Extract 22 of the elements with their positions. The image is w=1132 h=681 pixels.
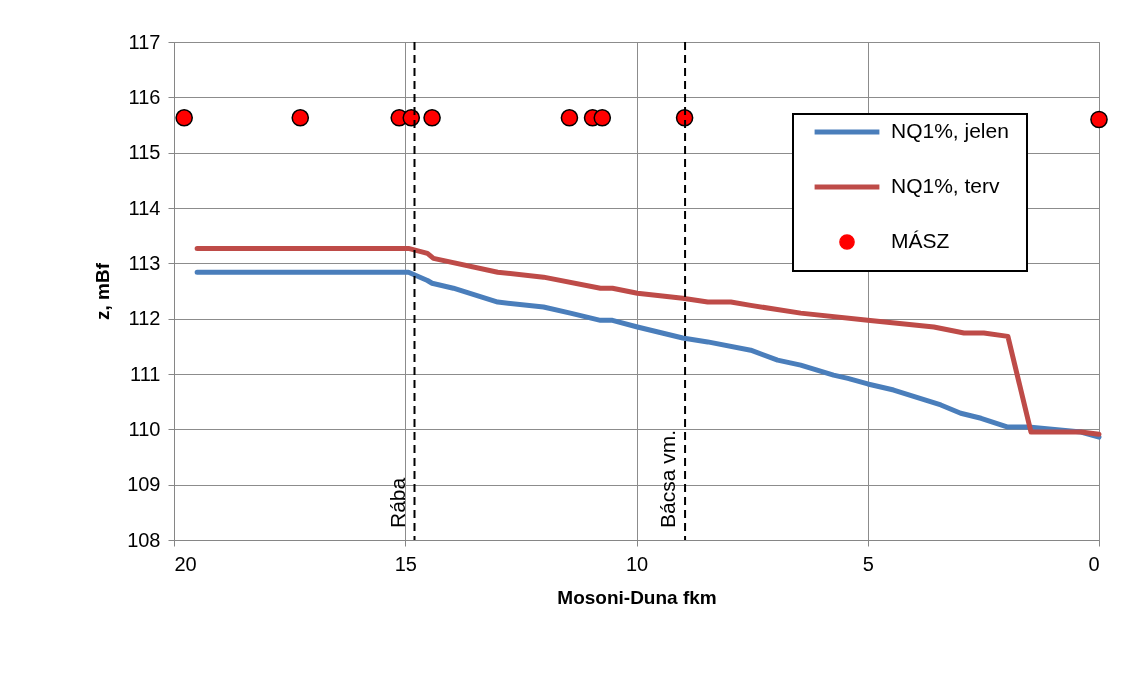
y-axis-title: z, mBf <box>92 262 114 320</box>
ref-line-label: Bácsa vm. <box>656 429 680 528</box>
y-tick-label: 111 <box>130 362 161 385</box>
legend-label: NQ1%, terv <box>891 174 1001 197</box>
y-tick-label: 116 <box>128 85 161 108</box>
y-tick-label: 113 <box>128 251 161 274</box>
legend-label: MÁSZ <box>891 229 950 252</box>
x-tick-label: 5 <box>862 552 874 575</box>
x-tick-label: 0 <box>1088 552 1100 575</box>
x-tick-label: 10 <box>625 552 649 575</box>
legend-label: NQ1%, jelen <box>891 119 1009 142</box>
y-tick-label: 112 <box>128 307 161 330</box>
x-axis-title: Mosoni-Duna fkm <box>557 586 717 608</box>
y-tick-label: 115 <box>128 141 161 164</box>
y-tick-label: 114 <box>128 196 161 219</box>
y-tick-label: 110 <box>128 417 161 440</box>
y-tick-label: 117 <box>128 30 161 53</box>
y-tick-label: 108 <box>127 528 161 551</box>
x-tick-label: 15 <box>394 552 417 575</box>
ref-line-label: Rába <box>385 477 409 528</box>
x-tick-label: 20 <box>174 552 197 575</box>
y-tick-label: 109 <box>127 473 161 496</box>
